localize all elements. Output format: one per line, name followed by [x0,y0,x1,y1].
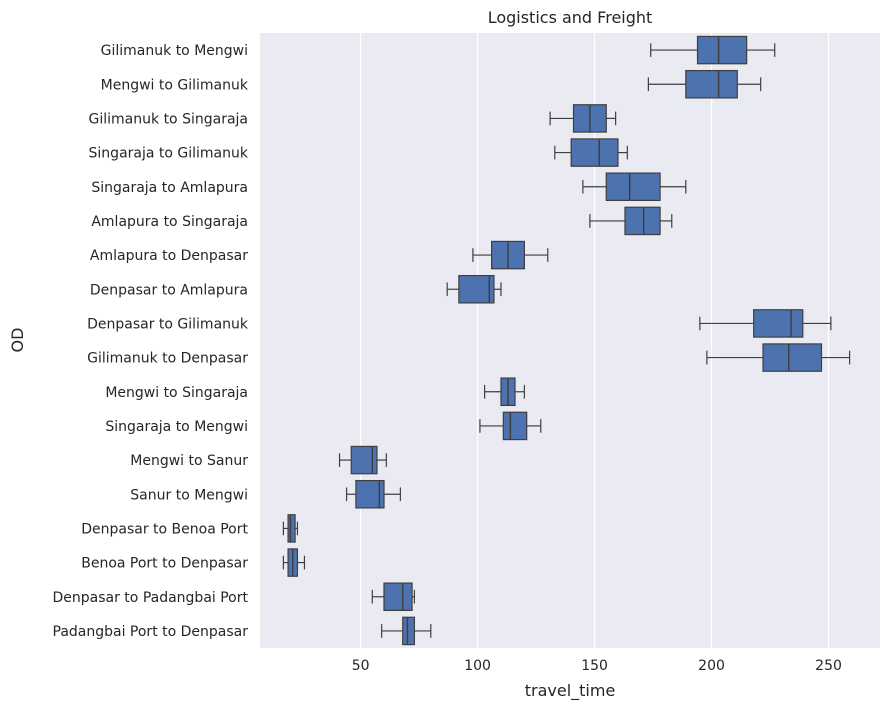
x-axis-label: travel_time [525,681,616,701]
box-13 [338,445,387,475]
box-11 [484,377,525,407]
y-tick-label: Sanur to Mengwi [130,487,248,503]
y-tick-label: Gilimanuk to Denpasar [87,351,248,367]
y-tick-label: Denpasar to Benoa Port [81,521,248,537]
box-14 [345,479,401,509]
y-tick-label: Gilimanuk to Mengwi [101,43,248,59]
iqr-box [287,514,296,543]
iqr-box [383,582,413,612]
x-tick-labels: 50 100 150 200 250 [352,658,842,674]
iqr-box [605,172,661,202]
y-tick-labels: Gilimanuk to Mengwi Mengwi to Gilimanuk Gi… [53,43,249,640]
gridlines [360,33,830,648]
iqr-box [685,69,738,99]
iqr-box [762,343,823,372]
iqr-box [402,616,416,646]
box-8 [446,274,502,304]
box-12 [479,411,542,441]
iqr-box [570,138,619,167]
y-tick-label: Denpasar to Amlapura [90,282,248,298]
box-17 [371,582,416,612]
y-tick-label: Gilimanuk to Singaraja [89,111,248,127]
y-tick-label: Denpasar to Padangbai Port [53,590,249,606]
box-1 [650,35,776,65]
box-6 [589,206,673,236]
iqr-box [696,35,748,65]
y-tick-label: Mengwi to Gilimanuk [101,77,249,93]
iqr-box [502,411,528,441]
iqr-box [458,274,495,304]
box-10 [706,343,851,372]
y-tick-label: Mengwi to Singaraja [105,385,248,401]
iqr-box [624,206,661,236]
box-18 [381,616,432,646]
box-9 [699,309,832,338]
box-5 [582,172,687,202]
plot-area-background [260,33,880,648]
x-tick-label: 50 [352,658,370,674]
y-tick-label: Denpasar to Gilimanuk [87,316,249,332]
box-15 [282,514,299,543]
box-2 [647,69,762,99]
x-tick-label: 150 [581,658,608,674]
x-tick-label: 250 [815,658,842,674]
y-tick-label: Singaraja to Gilimanuk [89,146,249,162]
y-tick-label: Amlapura to Denpasar [90,248,248,264]
box-16 [282,548,306,577]
iqr-box [753,309,804,338]
box-3 [549,104,617,133]
x-tick-label: 200 [698,658,725,674]
y-tick-label: Amlapura to Singaraja [91,214,248,230]
iqr-box [350,445,378,475]
box-4 [554,138,628,167]
y-tick-label: Mengwi to Sanur [130,453,248,469]
y-tick-label: Singaraja to Amlapura [91,180,248,196]
y-tick-label: Singaraja to Mengwi [105,419,248,435]
x-tick-label: 100 [464,658,491,674]
y-axis-label: OD [8,328,27,353]
y-tick-label: Padangbai Port to Denpasar [53,624,249,640]
boxes [282,35,851,646]
chart-title: Logistics and Freight [488,8,653,27]
y-tick-label: Benoa Port to Denpasar [81,556,248,572]
box-7 [472,240,549,270]
